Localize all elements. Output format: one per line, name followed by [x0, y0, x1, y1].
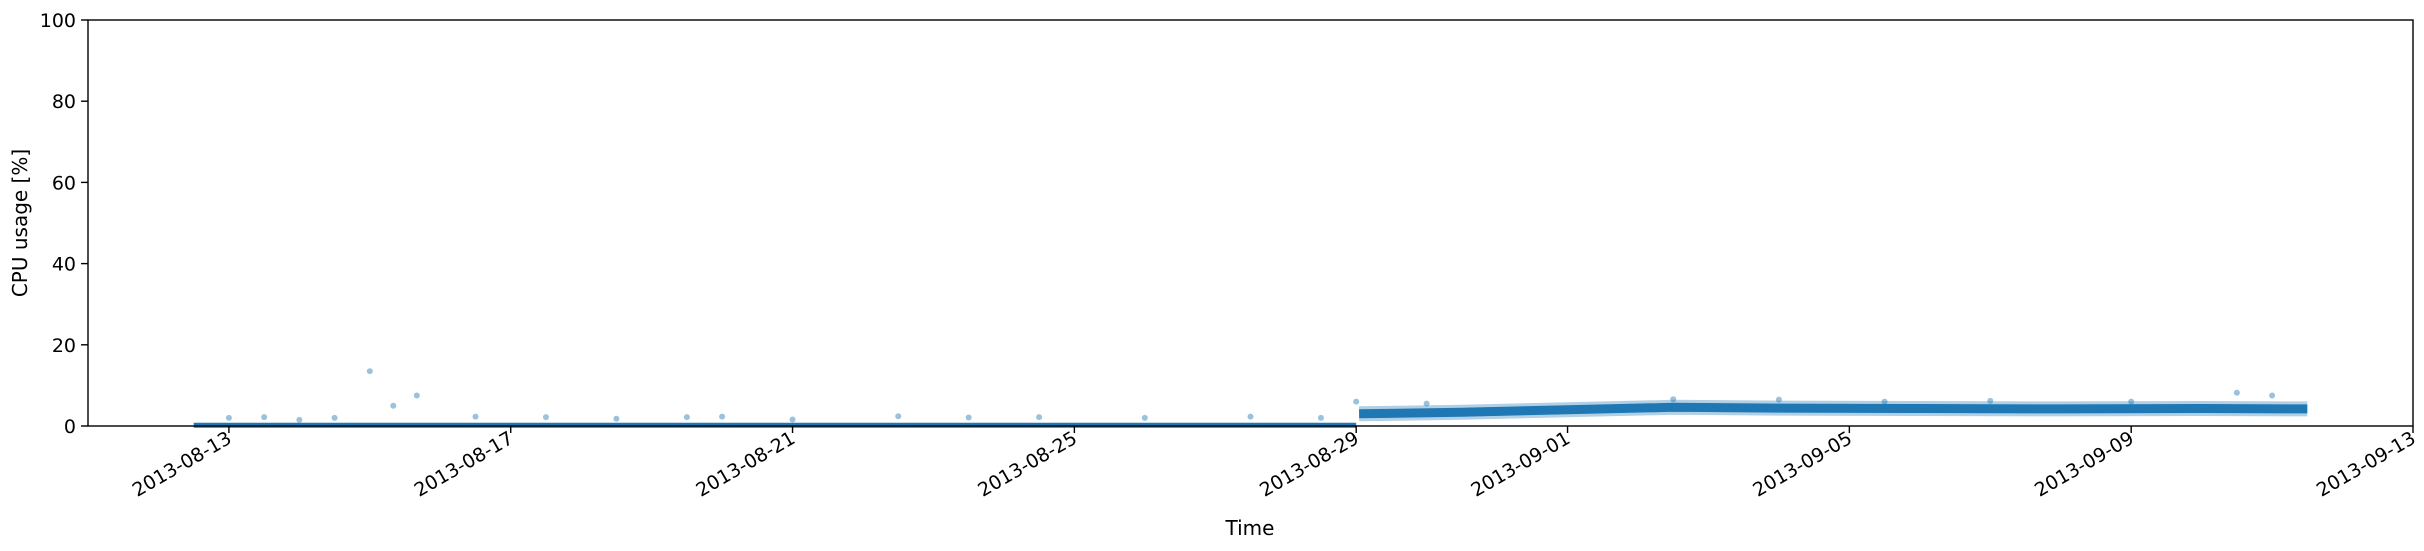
cpu-usage-point: [261, 414, 268, 421]
cpu-usage-point: [542, 414, 549, 421]
y-axis-ticks: 0 20 40 60 80 100: [40, 10, 88, 438]
cpu-usage-point: [1423, 400, 1430, 407]
cpu-usage-point: [2233, 389, 2240, 396]
cpu-usage-band-halo-1: [1358, 399, 2308, 422]
x-tick-label: 2013-08-17: [411, 427, 518, 501]
cpu-usage-point: [1670, 396, 1677, 403]
x-tick-label: 2013-08-29: [1256, 427, 1363, 501]
cpu-usage-point: [331, 414, 338, 421]
cpu-usage-point: [613, 415, 620, 422]
x-tick-label: 2013-09-13: [2313, 427, 2420, 501]
cpu-usage-point: [296, 416, 303, 423]
x-tick-label: 2013-08-13: [129, 427, 236, 501]
y-axis-label: CPU usage [%]: [8, 149, 32, 297]
cpu-usage-point: [1141, 414, 1148, 421]
cpu-usage-band-1: [1359, 402, 2308, 419]
y-tick-label: 40: [52, 254, 76, 276]
cpu-usage-point: [683, 414, 690, 421]
y-tick-label: 0: [64, 416, 76, 438]
x-axis-label: Time: [1225, 516, 1275, 540]
cpu-usage-point: [895, 413, 902, 420]
cpu-usage-point: [2128, 398, 2135, 405]
cpu-usage-point: [225, 414, 232, 421]
cpu-usage-point: [965, 414, 972, 421]
cpu-usage-point: [719, 413, 726, 420]
x-axis-ticks: 2013-08-13 2013-08-17 2013-08-21 2013-08-25…: [129, 426, 2420, 502]
x-tick-label: 2013-08-25: [974, 427, 1081, 501]
x-tick-label: 2013-09-01: [1467, 427, 1574, 501]
y-tick-label: 100: [40, 10, 76, 32]
y-tick-label: 60: [52, 172, 76, 194]
cpu-usage-point: [1247, 413, 1254, 420]
cpu-usage-point: [789, 416, 796, 423]
cpu-usage-point: [2269, 392, 2276, 399]
data-band-layer: [193, 399, 2308, 428]
cpu-usage-point: [1987, 397, 1994, 404]
y-tick-label: 80: [52, 91, 76, 113]
cpu-usage-point: [390, 402, 397, 409]
cpu-usage-point: [413, 392, 420, 399]
y-tick-label: 20: [52, 335, 76, 357]
cpu-usage-point: [472, 413, 479, 420]
x-tick-label: 2013-08-21: [692, 427, 799, 501]
x-tick-label: 2013-09-05: [1749, 427, 1856, 501]
cpu-usage-point: [1353, 398, 1360, 405]
data-points-layer: [225, 368, 2276, 423]
cpu-usage-point: [1881, 398, 1888, 405]
cpu-usage-point: [1775, 396, 1782, 403]
x-tick-label: 2013-09-09: [2031, 427, 2138, 501]
cpu-usage-point: [366, 368, 373, 375]
cpu-usage-point: [1036, 414, 1043, 421]
plot-frame: [87, 19, 2414, 427]
cpu-usage-point: [1317, 414, 1324, 421]
